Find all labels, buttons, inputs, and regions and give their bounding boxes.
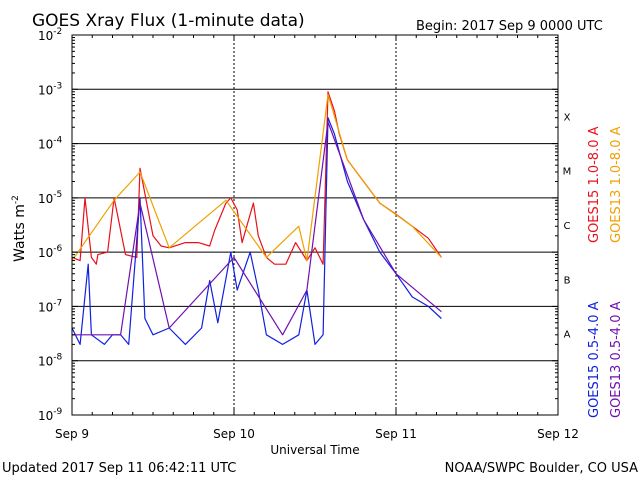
y-tick-label: 10-3 (38, 81, 62, 97)
x-tick-label: Sep 11 (375, 427, 417, 441)
y-tick-label: 10-9 (38, 407, 63, 423)
y-tick-label: 10-5 (38, 190, 62, 206)
day-dividers (233, 35, 397, 415)
series-line (71, 93, 442, 262)
flare-class-label: X (564, 112, 571, 123)
flare-class-labels: X M C B A (563, 112, 572, 340)
x-tick-label: Sep 9 (55, 427, 89, 441)
chart-title: GOES Xray Flux (1-minute data) (32, 11, 305, 31)
series-line (72, 121, 442, 336)
series-line (71, 117, 442, 345)
y-tick-label: 10-6 (38, 244, 63, 260)
y-axis-ticks: 10-2 10-3 10-4 10-5 10-6 10-7 10-8 10-9 (38, 27, 558, 423)
legend: GOES15 1.0-8.0 A GOES13 1.0-8.0 A GOES15 0… (587, 126, 624, 418)
begin-label: Begin: 2017 Sep 9 0000 UTC (416, 19, 603, 34)
y-axis-label: Watts m-2 (11, 195, 28, 262)
flare-class-label: C (564, 221, 571, 232)
legend-entry: GOES15 0.5-4.0 A (587, 301, 602, 418)
legend-entry: GOES13 0.5-4.0 A (609, 301, 624, 418)
y-tick-label: 10-8 (38, 353, 63, 369)
updated-timestamp: Updated 2017 Sep 11 06:42:11 UTC (2, 461, 236, 476)
flare-class-label: M (563, 167, 572, 178)
series-lines (71, 91, 442, 345)
y-tick-label: 10-4 (38, 136, 63, 152)
flare-class-label: B (564, 275, 571, 286)
x-axis-label: Universal Time (270, 443, 359, 457)
x-axis-ticks: Sep 9 Sep 10 Sep 11 Sep 12 (55, 35, 579, 441)
series-line (71, 91, 442, 265)
x-tick-label: Sep 10 (213, 427, 255, 441)
source-credit: NOAA/SWPC Boulder, CO USA (445, 461, 638, 476)
flare-class-label: A (564, 330, 571, 341)
y-tick-label: 10-2 (38, 27, 62, 43)
legend-entry: GOES15 1.0-8.0 A (587, 126, 602, 243)
y-tick-label: 10-7 (38, 298, 62, 314)
legend-entry: GOES13 1.0-8.0 A (609, 126, 624, 243)
x-tick-label: Sep 12 (537, 427, 579, 441)
